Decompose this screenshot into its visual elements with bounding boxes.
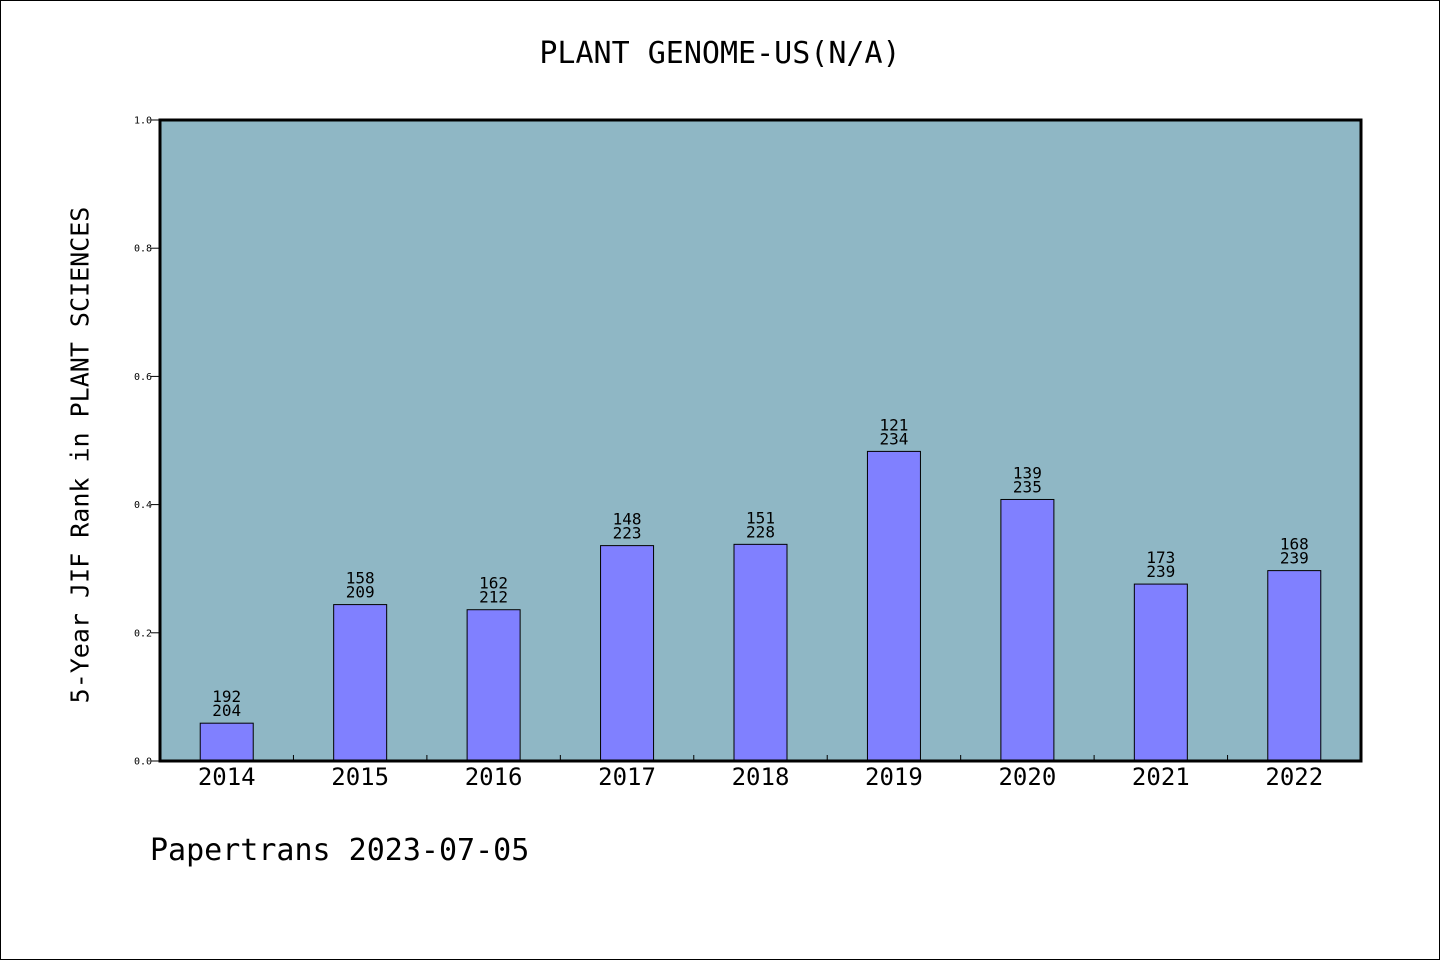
bar (733, 543, 788, 762)
bar-label-bottom: 235 (1013, 477, 1042, 496)
chart-title: PLANT GENOME-US(N/A) (539, 36, 901, 71)
bar-label-top: 173 (1146, 548, 1175, 567)
bar-label-bottom: 209 (346, 583, 375, 602)
bar-label-top: 139 (1013, 463, 1042, 482)
bar (1267, 570, 1322, 762)
plot-border (158, 118, 1363, 763)
bar-label-bottom: 223 (613, 524, 642, 543)
x-tick-label: 2015 (331, 763, 389, 791)
bar-label-top: 148 (613, 510, 642, 529)
y-tick-label: 1.0 (134, 116, 152, 127)
bar-label-top: 192 (212, 687, 241, 706)
bar (333, 604, 388, 762)
x-tick-label: 2022 (1265, 763, 1323, 791)
x-tick-label: 2017 (598, 763, 656, 791)
bar-label-bottom: 212 (479, 588, 508, 607)
y-tick-label: 0.2 (134, 628, 152, 639)
bar (199, 722, 254, 762)
y-tick-label: 0.6 (134, 372, 152, 383)
bar (466, 609, 521, 762)
bar-label-top: 151 (746, 508, 775, 527)
footer-credit: Papertrans 2023-07-05 (150, 833, 530, 868)
y-tick-label: 0.8 (134, 244, 152, 255)
bar-label-top: 158 (346, 569, 375, 588)
x-tick-label: 2019 (865, 763, 923, 791)
bar-label-bottom: 239 (1146, 562, 1175, 581)
x-tick-label: 2016 (465, 763, 523, 791)
x-tick-label: 2014 (198, 763, 256, 791)
y-tick-label: 0.4 (134, 500, 152, 511)
bar-label-bottom: 204 (212, 701, 241, 720)
x-tick-label: 2020 (998, 763, 1056, 791)
y-tick-label: 0.0 (134, 757, 152, 768)
bar-label-top: 168 (1280, 535, 1309, 554)
bar (1133, 583, 1188, 762)
bar-label-bottom: 239 (1280, 549, 1309, 568)
bar (600, 545, 655, 762)
x-tick-label: 2021 (1132, 763, 1190, 791)
bar (866, 450, 921, 762)
bar (1000, 498, 1055, 762)
bar-label-bottom: 234 (879, 429, 908, 448)
bar-label-bottom: 228 (746, 522, 775, 541)
bar-label-top: 162 (479, 574, 508, 593)
bar-label-top: 121 (879, 415, 908, 434)
x-tick-label: 2018 (732, 763, 790, 791)
